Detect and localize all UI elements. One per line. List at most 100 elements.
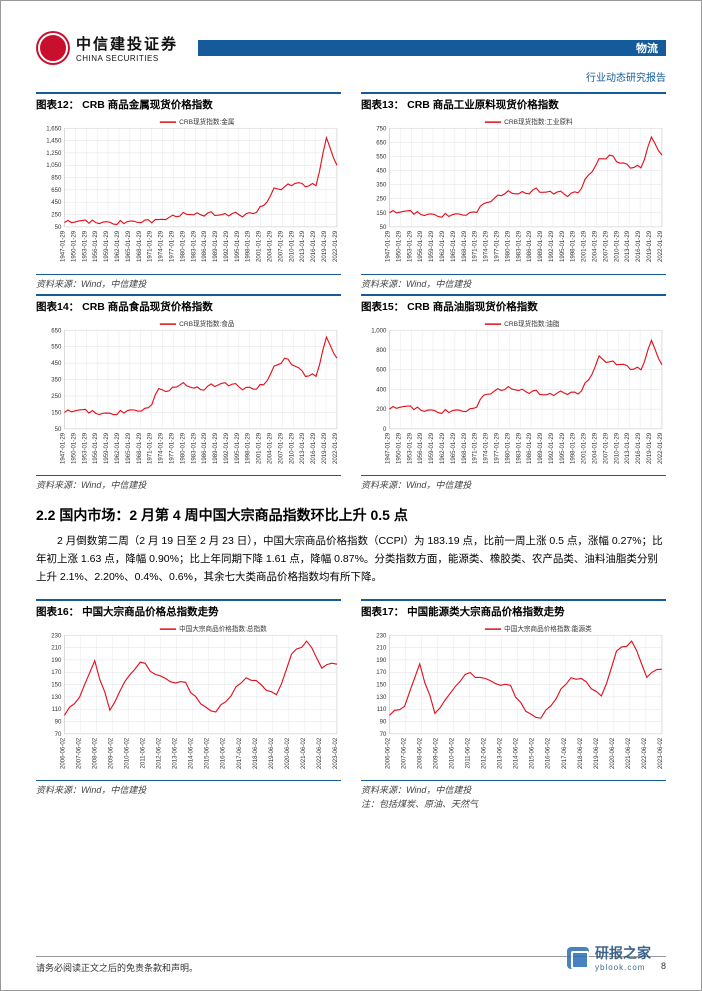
svg-text:2017-06-02: 2017-06-02 bbox=[236, 737, 243, 769]
chart-c12: 502504506508501,0501,2501,4501,6501947-0… bbox=[36, 114, 341, 272]
svg-text:210: 210 bbox=[376, 644, 387, 651]
page-number: 8 bbox=[661, 961, 666, 974]
svg-text:1992-01-29: 1992-01-29 bbox=[223, 230, 230, 262]
svg-text:2004-01-29: 2004-01-29 bbox=[267, 432, 274, 464]
chart-c15: 02004006008001,0001947-01-291950-01-2919… bbox=[361, 316, 666, 474]
svg-text:2004-01-29: 2004-01-29 bbox=[592, 432, 599, 464]
svg-text:1983-01-29: 1983-01-29 bbox=[190, 432, 197, 464]
svg-text:350: 350 bbox=[51, 376, 62, 383]
svg-text:90: 90 bbox=[55, 718, 62, 725]
svg-text:550: 550 bbox=[51, 343, 62, 350]
svg-text:1959-01-29: 1959-01-29 bbox=[428, 432, 435, 464]
svg-text:2013-06-02: 2013-06-02 bbox=[172, 737, 179, 769]
svg-text:2011-06-02: 2011-06-02 bbox=[465, 737, 472, 768]
svg-text:2010-01-29: 2010-01-29 bbox=[288, 230, 295, 262]
logo-icon bbox=[36, 31, 70, 65]
svg-text:250: 250 bbox=[376, 196, 387, 203]
chart-title-c15: 图表15： CRB 商品油脂现货价格指数 bbox=[361, 301, 538, 313]
watermark-cn: 研报之家 bbox=[595, 943, 651, 963]
chart-c13: 501502503504505506507501947-01-291950-01… bbox=[361, 114, 666, 272]
svg-text:1953-01-29: 1953-01-29 bbox=[406, 230, 413, 262]
svg-text:1968-01-29: 1968-01-29 bbox=[136, 230, 143, 262]
svg-text:1977-01-29: 1977-01-29 bbox=[493, 230, 500, 262]
watermark-en: yblook.com bbox=[595, 963, 651, 972]
svg-text:1971-01-29: 1971-01-29 bbox=[472, 432, 479, 464]
svg-text:1956-01-29: 1956-01-29 bbox=[417, 432, 424, 464]
svg-text:1971-01-29: 1971-01-29 bbox=[147, 230, 154, 262]
svg-text:2004-01-29: 2004-01-29 bbox=[592, 230, 599, 262]
svg-text:1950-01-29: 1950-01-29 bbox=[70, 432, 77, 464]
svg-text:1995-01-29: 1995-01-29 bbox=[234, 432, 241, 464]
charts-grid: 图表12： CRB 商品金属现货价格指数502504506508501,0501… bbox=[36, 92, 666, 491]
svg-text:2014-06-02: 2014-06-02 bbox=[513, 737, 520, 769]
svg-text:50: 50 bbox=[55, 425, 62, 432]
svg-text:2018-06-02: 2018-06-02 bbox=[577, 737, 584, 769]
svg-text:2021-06-02: 2021-06-02 bbox=[300, 737, 307, 769]
chart-title-c16: 图表16： 中国大宗商品价格总指数走势 bbox=[36, 606, 219, 618]
svg-text:1989-01-29: 1989-01-29 bbox=[212, 432, 219, 464]
svg-text:230: 230 bbox=[51, 632, 62, 639]
svg-text:1998-01-29: 1998-01-29 bbox=[245, 230, 252, 262]
svg-text:450: 450 bbox=[51, 199, 62, 206]
chart-note-c17: 注：包括煤炭、原油、天然气 bbox=[361, 797, 666, 810]
svg-text:50: 50 bbox=[55, 224, 62, 231]
svg-text:1950-01-29: 1950-01-29 bbox=[395, 432, 402, 464]
svg-text:150: 150 bbox=[51, 681, 62, 688]
svg-text:1980-01-29: 1980-01-29 bbox=[504, 432, 511, 464]
header: 中信建投证券 CHINA SECURITIES 物流 bbox=[36, 31, 666, 65]
svg-text:2017-06-02: 2017-06-02 bbox=[561, 737, 568, 769]
svg-text:1986-01-29: 1986-01-29 bbox=[201, 230, 208, 262]
svg-text:70: 70 bbox=[55, 731, 62, 738]
svg-text:2004-01-29: 2004-01-29 bbox=[267, 230, 274, 262]
section-heading: 2.2 国内市场：2 月第 4 周中国大宗商品指数环比上升 0.5 点 bbox=[36, 505, 666, 525]
svg-text:2022-01-29: 2022-01-29 bbox=[332, 432, 339, 464]
svg-text:1983-01-29: 1983-01-29 bbox=[515, 432, 522, 464]
svg-text:1971-01-29: 1971-01-29 bbox=[147, 432, 154, 464]
svg-text:170: 170 bbox=[376, 669, 387, 676]
svg-text:750: 750 bbox=[376, 125, 387, 132]
svg-text:2001-01-29: 2001-01-29 bbox=[581, 230, 588, 262]
svg-text:1953-01-29: 1953-01-29 bbox=[406, 432, 413, 464]
svg-text:1950-01-29: 1950-01-29 bbox=[70, 230, 77, 262]
svg-text:190: 190 bbox=[376, 657, 387, 664]
svg-text:400: 400 bbox=[376, 386, 387, 393]
svg-text:1995-01-29: 1995-01-29 bbox=[559, 432, 566, 464]
svg-text:1968-01-29: 1968-01-29 bbox=[461, 432, 468, 464]
svg-text:210: 210 bbox=[51, 644, 62, 651]
watermark: 研报之家 yblook.com bbox=[567, 943, 651, 972]
svg-text:2016-01-29: 2016-01-29 bbox=[310, 230, 317, 262]
svg-text:2022-06-02: 2022-06-02 bbox=[316, 737, 323, 769]
svg-text:90: 90 bbox=[380, 718, 387, 725]
svg-text:2007-06-02: 2007-06-02 bbox=[400, 737, 407, 769]
svg-text:1995-01-29: 1995-01-29 bbox=[234, 230, 241, 262]
svg-text:2001-01-29: 2001-01-29 bbox=[256, 230, 263, 262]
chart-source-c15: 资料来源：Wind，中信建投 bbox=[361, 475, 666, 491]
svg-text:2006-06-02: 2006-06-02 bbox=[59, 737, 66, 769]
svg-text:650: 650 bbox=[376, 139, 387, 146]
svg-text:2001-01-29: 2001-01-29 bbox=[581, 432, 588, 464]
svg-text:CRB现货指数:油脂: CRB现货指数:油脂 bbox=[504, 319, 560, 328]
watermark-logo-icon bbox=[567, 947, 589, 969]
svg-text:150: 150 bbox=[376, 681, 387, 688]
svg-text:1962-01-29: 1962-01-29 bbox=[439, 432, 446, 464]
svg-text:1953-01-29: 1953-01-29 bbox=[81, 230, 88, 262]
svg-text:1968-01-29: 1968-01-29 bbox=[136, 432, 143, 464]
svg-text:1989-01-29: 1989-01-29 bbox=[537, 432, 544, 464]
svg-text:1995-01-29: 1995-01-29 bbox=[559, 230, 566, 262]
svg-text:1992-01-29: 1992-01-29 bbox=[548, 432, 555, 464]
svg-text:2009-06-02: 2009-06-02 bbox=[433, 737, 440, 769]
svg-text:1974-01-29: 1974-01-29 bbox=[483, 432, 490, 464]
svg-text:2001-01-29: 2001-01-29 bbox=[256, 432, 263, 464]
svg-text:1989-01-29: 1989-01-29 bbox=[537, 230, 544, 262]
svg-text:1956-01-29: 1956-01-29 bbox=[92, 230, 99, 262]
svg-text:1,250: 1,250 bbox=[46, 150, 62, 157]
chart-title-c12: 图表12： CRB 商品金属现货价格指数 bbox=[36, 99, 213, 111]
svg-text:2010-01-29: 2010-01-29 bbox=[613, 230, 620, 262]
chart-title-c14: 图表14： CRB 商品食品现货价格指数 bbox=[36, 301, 213, 313]
svg-text:中国大宗商品价格指数:总指数: 中国大宗商品价格指数:总指数 bbox=[179, 624, 267, 633]
section-paragraph: 2 月倒数第二周（2 月 19 日至 2 月 23 日），中国大宗商品价格指数（… bbox=[36, 533, 666, 587]
svg-text:2009-06-02: 2009-06-02 bbox=[108, 737, 115, 769]
svg-text:550: 550 bbox=[376, 153, 387, 160]
svg-text:200: 200 bbox=[376, 406, 387, 413]
svg-text:2011-06-02: 2011-06-02 bbox=[140, 737, 147, 768]
